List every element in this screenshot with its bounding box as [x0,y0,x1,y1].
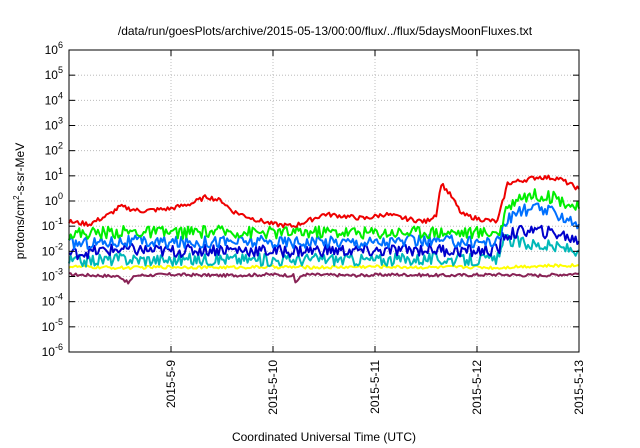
series-lines [68,174,580,285]
y-tick-base: 10 [42,270,56,284]
y-tick-label: 10-2 [42,241,63,258]
y-tick-base: 10 [45,68,59,82]
y-tick-base: 10 [45,119,59,133]
series-line [68,263,580,271]
y-tick-label: 10-3 [42,267,63,284]
y-tick-label: 101 [45,166,63,183]
y-tick-base: 10 [45,93,59,107]
y-tick-label: 10-5 [42,317,63,334]
y-tick-base: 10 [45,144,59,158]
y-tick-base: 10 [45,43,59,57]
y-tick-label: 105 [45,65,63,82]
series-line [68,188,580,241]
y-axis-label-main: protons/cm [13,200,27,259]
y-tick-label: 10-1 [42,216,63,233]
chart-title: /data/run/goesPlots/archive/2015-05-13/0… [118,24,533,38]
y-tick-base: 10 [42,219,56,233]
x-axis-label: Coordinated Universal Time (UTC) [232,430,416,444]
y-tick-base: 10 [42,244,56,258]
y-axis-label: protons/cm2-s-sr-MeV [12,143,27,259]
series-line [69,272,580,285]
x-tick-label: 2015-5-13 [572,360,586,415]
y-tick-base: 10 [45,169,59,183]
x-tick-label: 2015-5-12 [470,360,484,415]
y-tick-label: 104 [45,90,63,107]
y-tick-exponent: 2 [58,141,63,151]
y-tick-exponent: -5 [55,317,63,327]
y-tick-base: 10 [42,320,56,334]
y-tick-exponent: -2 [55,241,63,251]
y-tick-exponent: 6 [58,40,63,50]
y-tick-exponent: -6 [55,342,63,352]
y-tick-base: 10 [45,194,59,208]
y-axis-label-sup: 2 [12,195,21,200]
y-tick-exponent: -1 [55,216,63,226]
series-line [68,202,580,250]
y-tick-label: 103 [45,116,63,133]
y-tick-label: 106 [45,40,63,57]
x-axis-ticks: 2015-5-9 2015-5-10 2015-5-11 2015-5-12 2015-… [164,50,586,415]
series-line [68,174,580,229]
y-tick-base: 10 [42,295,56,309]
y-tick-exponent: 3 [58,116,63,126]
y-tick-exponent: 0 [58,191,63,201]
y-tick-label: 102 [45,141,63,158]
series-line [68,233,580,268]
y-tick-exponent: 5 [58,65,63,75]
y-tick-exponent: -3 [55,267,63,277]
x-tick-label: 2015-5-10 [266,360,280,415]
x-tick-label: 2015-5-11 [368,360,382,414]
y-axis-label-tail: -s-sr-MeV [13,143,27,196]
y-tick-label: 10-4 [42,292,63,309]
y-tick-exponent: 4 [58,90,63,100]
y-tick-base: 10 [42,345,56,359]
y-tick-exponent: -4 [55,292,63,302]
y-axis-ticks: 10-610-510-410-310-210-11001011021031041… [42,40,579,359]
x-tick-label: 2015-5-9 [164,360,178,408]
y-tick-label: 10-6 [42,342,63,359]
y-tick-label: 100 [45,191,63,208]
y-tick-exponent: 1 [58,166,63,176]
